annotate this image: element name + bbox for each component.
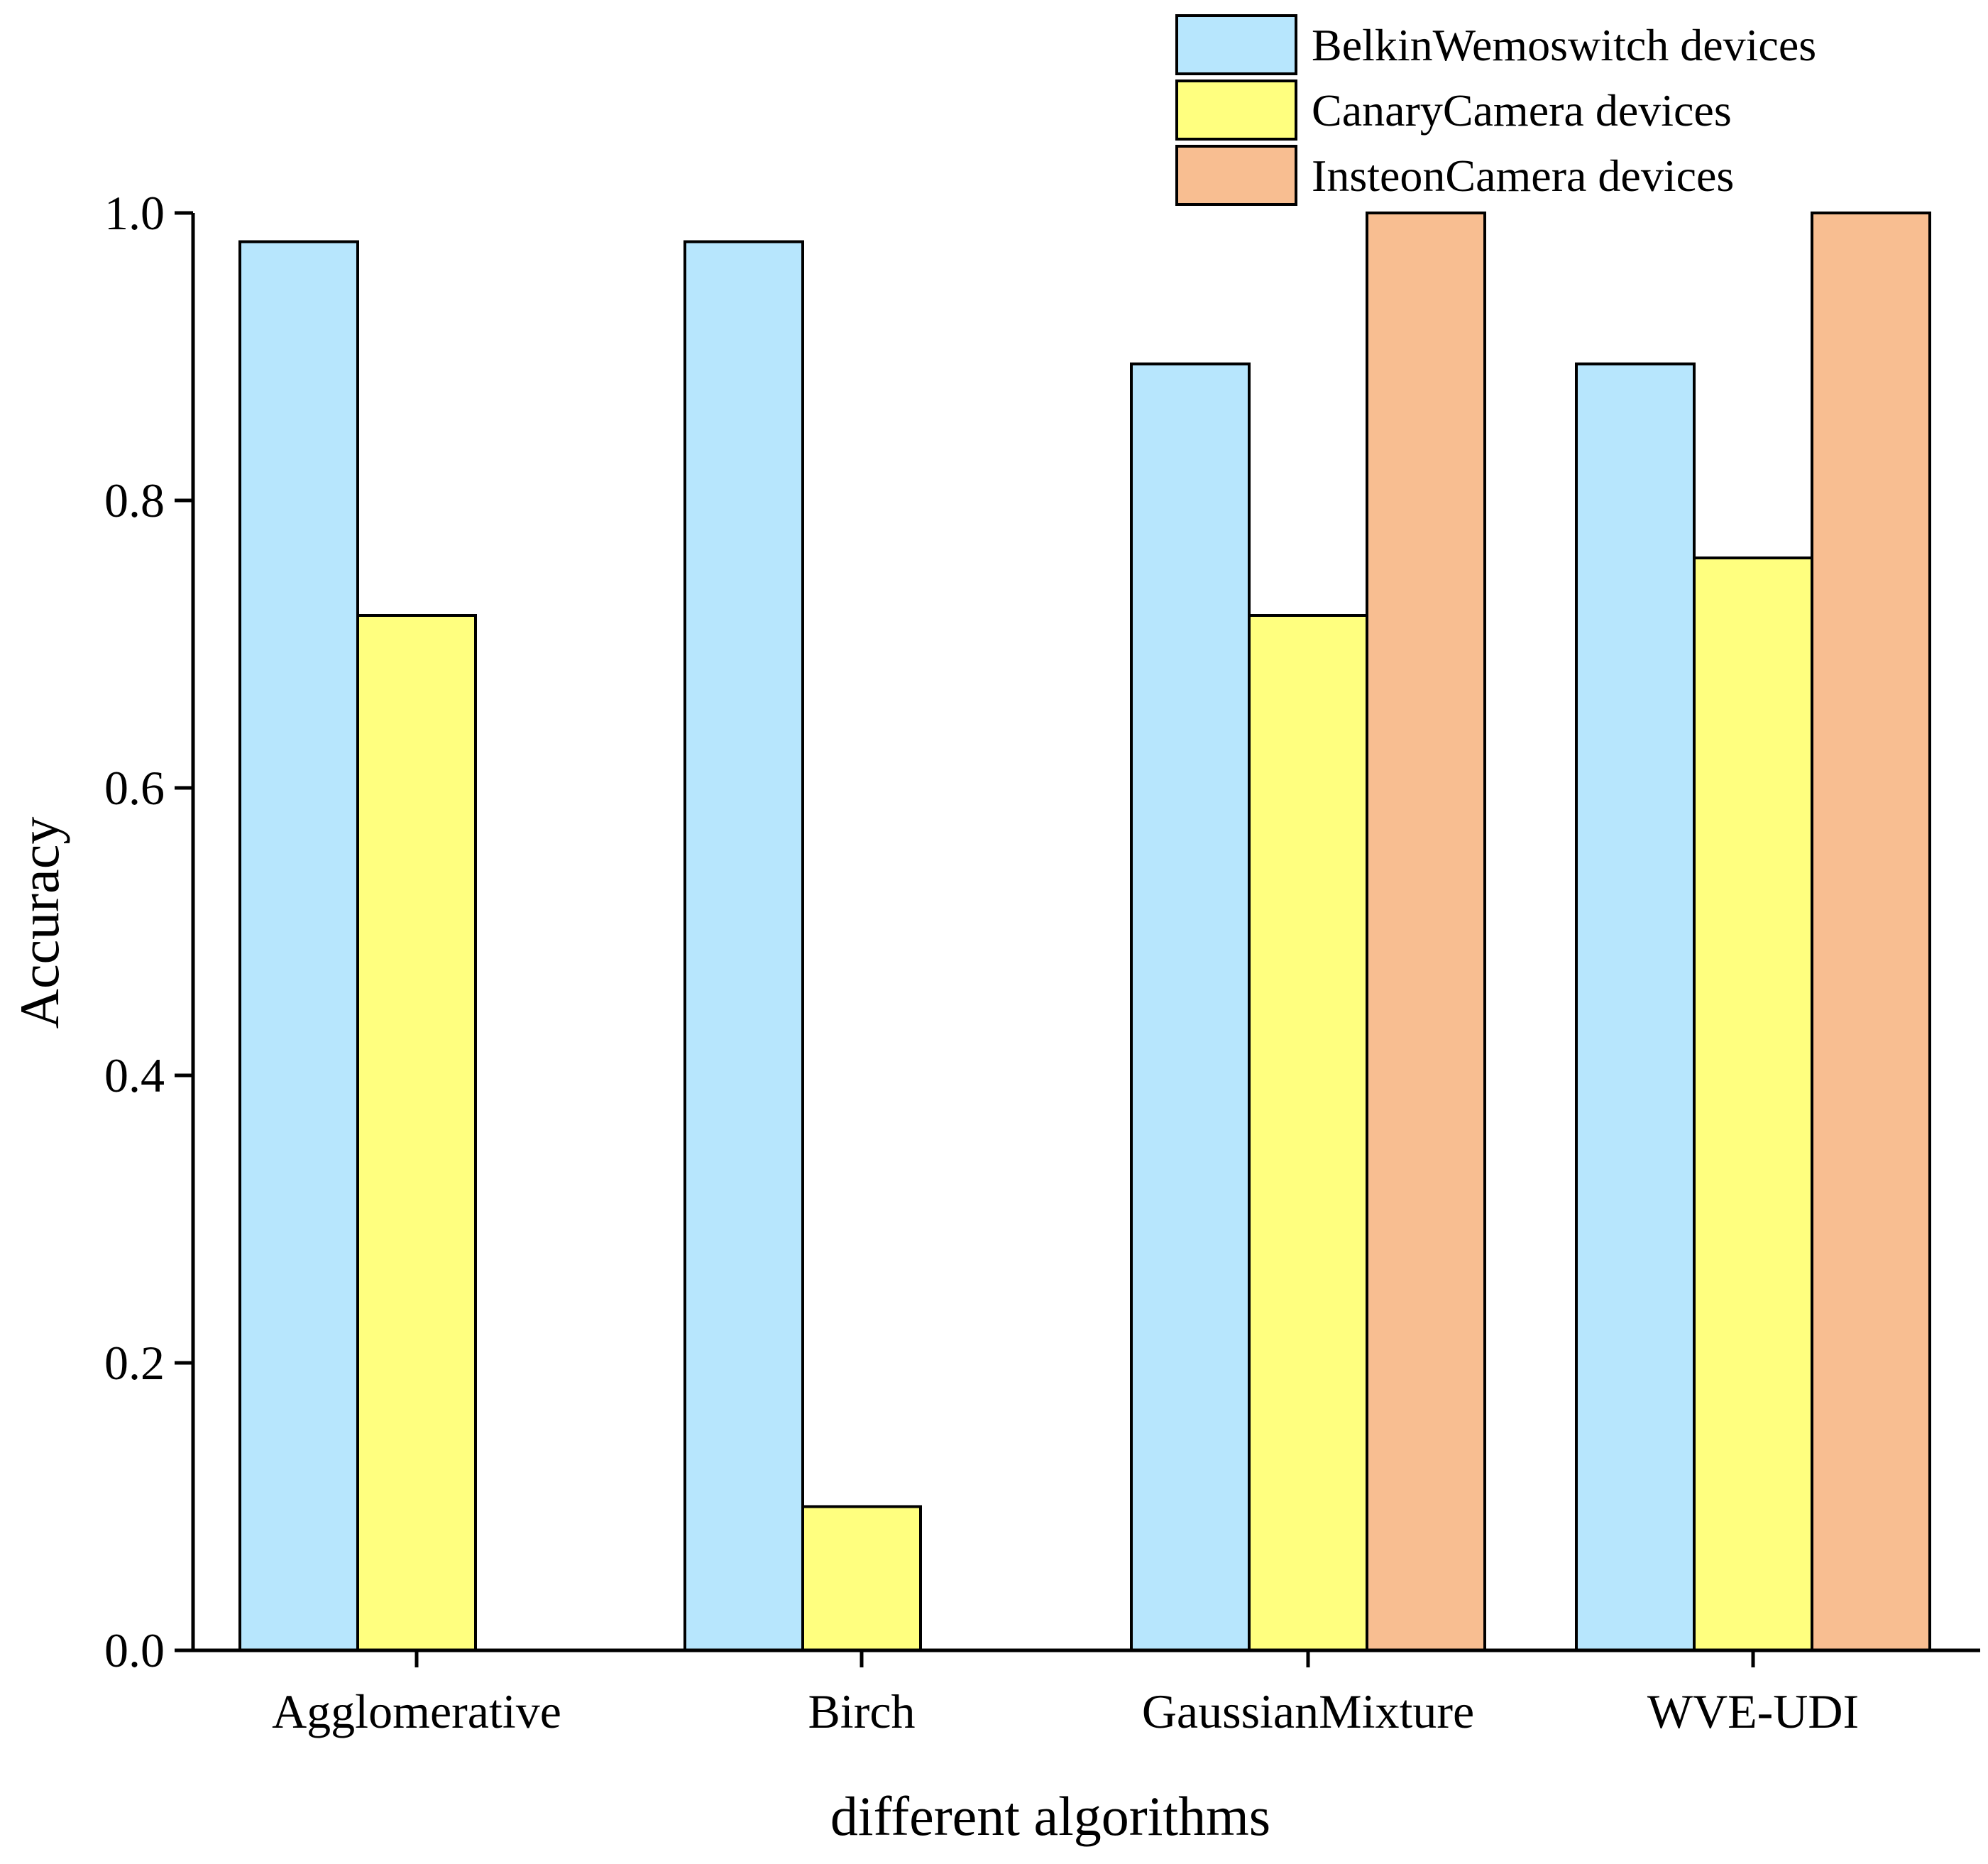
y-tick-label: 0.4 [104,1048,165,1102]
x-tick-label: Birch [808,1684,915,1738]
bar-wve-udi-series-2 [1693,557,1813,1652]
bar-agglomerative-series-2 [356,614,477,1652]
x-axis-title: different algorithms [830,1785,1270,1847]
y-axis-title: Accuracy [9,817,70,1029]
axes-layer: 0.0 0.2 0.4 0.6 0.8 1.0 Agglomerative Birch Gaus… [104,186,1980,1738]
y-tick-label: 1.0 [104,186,165,240]
x-tick-label: WVE-UDI [1647,1684,1859,1738]
bar-agglomerative-series-1 [238,240,359,1652]
bar-gaussianmixture-series-2 [1248,614,1368,1652]
x-tick-label: Agglomerative [272,1684,561,1738]
bar-birch-series-1 [683,240,804,1652]
y-tick-label: 0.2 [104,1336,165,1390]
bar-gaussianmixture-series-3 [1366,212,1486,1652]
y-tick-label: 0.0 [104,1623,165,1677]
legend: BelkinWemoswitch devices CanaryCamera dev… [1175,14,1816,206]
x-tick-label: GaussianMixture [1142,1684,1474,1738]
bar-gaussianmixture-series-1 [1130,362,1251,1652]
legend-label: BelkinWemoswitch devices [1312,20,1816,70]
bar-wve-udi-series-1 [1575,362,1696,1652]
y-tick-label: 0.6 [104,761,165,815]
y-tick-label: 0.8 [104,473,165,527]
bars-layer [238,212,1931,1652]
legend-swatch [1175,145,1297,206]
legend-swatch [1175,80,1297,141]
bar-wve-udi-series-3 [1811,212,1931,1652]
legend-label: InsteonCamera devices [1312,150,1734,201]
legend-swatch [1175,14,1297,75]
legend-label: CanaryCamera devices [1312,85,1732,136]
bar-birch-series-2 [801,1505,922,1652]
